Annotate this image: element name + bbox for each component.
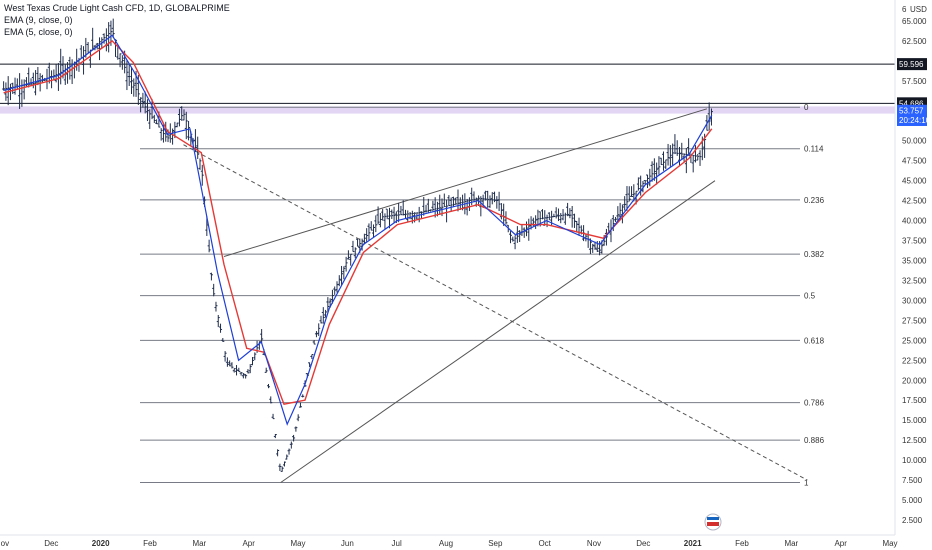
y-tick-label: 45.000 (902, 177, 927, 186)
y-tick-label: 32.500 (902, 276, 927, 285)
y-tick-label: 25.000 (902, 336, 927, 345)
y-tick-label: 5.000 (902, 496, 923, 505)
fib-level-label: 0.382 (804, 250, 825, 259)
x-tick-label: Sep (488, 539, 503, 548)
x-tick-label: Apr (834, 539, 847, 548)
y-tick-label: 17.500 (902, 396, 927, 405)
price-tag-label: 20:24:10 (899, 116, 931, 125)
x-tick-label: Feb (143, 539, 157, 548)
x-tick-label: May (290, 539, 305, 548)
y-tick-label: 20.000 (902, 376, 927, 385)
y-tick-label: 2.500 (902, 516, 923, 525)
y-tick-label: 22.500 (902, 356, 927, 365)
price-tag-label: 54.686 (899, 99, 924, 108)
currency-label: USD (910, 5, 927, 14)
price-tag-label: 59.596 (899, 60, 924, 69)
resistance-zone (0, 106, 895, 114)
x-tick-label: May (882, 539, 897, 548)
fib-level-label: 0.886 (804, 436, 825, 445)
x-tick-label: Apr (242, 539, 255, 548)
x-tick-label: Mar (192, 539, 206, 548)
y-tick-label: 47.500 (902, 157, 927, 166)
y-tick-label: 30.000 (902, 296, 927, 305)
trendline-upper (223, 108, 708, 257)
y-tick-label: 50.000 (902, 137, 927, 146)
price-tag (897, 113, 927, 126)
y-tick-label: 37.500 (902, 237, 927, 246)
y-tick-label: 7.500 (902, 476, 923, 485)
watermark-logo (704, 513, 722, 531)
y-tick-label: 35.000 (902, 257, 927, 266)
fib-level-label: 1 (804, 478, 809, 487)
y-tick-label: 57.500 (902, 77, 927, 86)
x-tick-label: Jun (341, 539, 354, 548)
trendline-diagonal (183, 144, 808, 481)
x-tick-label: Mar (784, 539, 798, 548)
fib-level-label: 0.236 (804, 196, 825, 205)
y-tick-label: 10.000 (902, 456, 927, 465)
fib-level-label: 0.618 (804, 336, 825, 345)
y-tick-label: 42.500 (902, 197, 927, 206)
x-tick-label: Aug (439, 539, 453, 548)
price-tag (897, 104, 927, 117)
ema9-line (3, 39, 713, 405)
fib-level-label: 0.5 (804, 292, 816, 301)
logo-stripe (707, 522, 719, 526)
fib-level-label: 0.114 (804, 145, 824, 154)
fib-level-label: 0 (804, 103, 809, 112)
x-tick-label: Nov (587, 539, 601, 548)
fib-level-label: 0.786 (804, 399, 825, 408)
x-tick-label: Dec (44, 539, 58, 548)
logo-stripe (707, 517, 719, 520)
price-tag (897, 58, 927, 71)
legend-ema5: EMA (5, close, 0) (4, 27, 73, 37)
y-tick-label: 65.000 (902, 17, 927, 26)
x-tick-label: Oct (538, 539, 551, 548)
chart-legend: West Texas Crude Light Cash CFD, 1D, GLO… (4, 2, 230, 38)
price-tag-label: 53.757 (899, 107, 924, 116)
y-tick-label: 40.000 (902, 217, 927, 226)
legend-title: West Texas Crude Light Cash CFD, 1D, GLO… (4, 3, 230, 13)
x-tick-label: Dec (636, 539, 650, 548)
legend-ema9: EMA (9, close, 0) (4, 15, 73, 25)
y-tick-label: 12.500 (902, 436, 927, 445)
y-tick-label: 15.000 (902, 416, 927, 425)
y-tick-label: 62.500 (902, 37, 927, 46)
x-tick-label: 2021 (684, 539, 702, 548)
y-tick-label: 27.500 (902, 316, 927, 325)
trendline-lower (280, 180, 716, 483)
x-tick-label: Feb (735, 539, 749, 548)
y-top-label: 6 (902, 5, 907, 14)
x-tick-label: 2020 (92, 539, 110, 548)
ema5-line (3, 34, 713, 426)
x-tick-label: Nov (0, 539, 9, 548)
x-tick-label: Jul (392, 539, 402, 548)
